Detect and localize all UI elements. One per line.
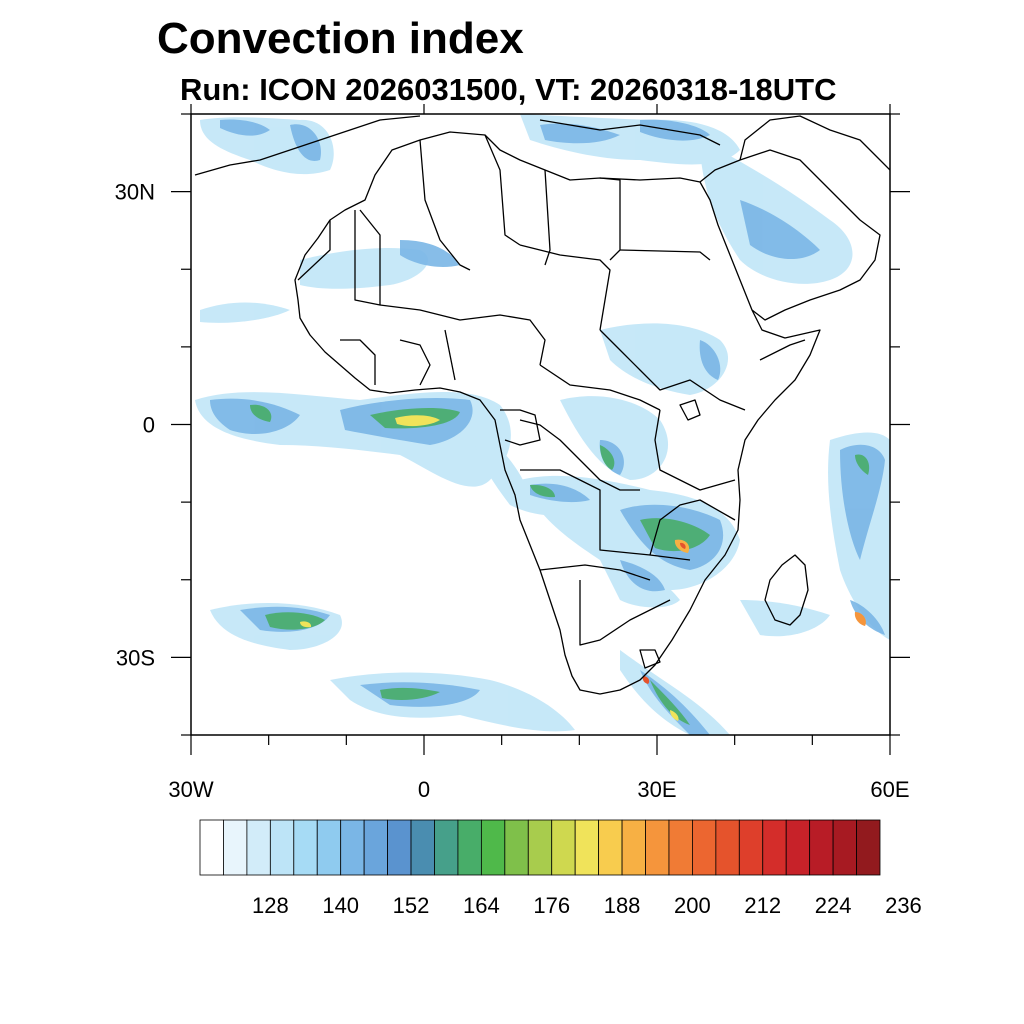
lat-tick-label: 30N	[115, 180, 155, 205]
colorbar-box	[762, 819, 787, 876]
colorbar-box	[574, 819, 600, 876]
colorbar-box	[551, 819, 576, 876]
colorbar-box	[223, 819, 248, 876]
colorbar-box	[293, 819, 318, 876]
colorbar-label: 188	[604, 893, 641, 918]
colorbar-label: 200	[674, 893, 711, 918]
colorbar-box	[410, 819, 435, 876]
lon-tick-label: 30E	[637, 777, 676, 802]
colorbar-box	[269, 819, 295, 876]
colorbar-box	[668, 819, 693, 876]
map-ticks	[171, 104, 910, 755]
colorbar-box	[363, 819, 388, 876]
lat-tick-label: 30S	[116, 645, 155, 670]
colorbar-label: 164	[463, 893, 500, 918]
lon-tick-label: 30W	[168, 777, 213, 802]
colorbar-box	[434, 819, 459, 876]
colorbar-box	[504, 819, 529, 876]
colorbar-label: 224	[815, 893, 852, 918]
colorbar-label: 152	[393, 893, 430, 918]
colorbar-box	[598, 819, 623, 876]
colorbar-box	[715, 819, 740, 876]
colorbar-label: 176	[533, 893, 570, 918]
colorbar-box	[832, 819, 857, 876]
page-title: Convection index	[157, 14, 524, 63]
lat-tick-label: 0	[143, 413, 155, 438]
colorbar-box	[340, 819, 365, 876]
lon-tick-label: 0	[418, 777, 430, 802]
colorbar-box	[199, 819, 224, 876]
colorbar-box	[738, 819, 764, 876]
colorbar-box	[387, 819, 412, 876]
convection-shading	[195, 114, 890, 735]
colorbar-box	[785, 819, 811, 876]
colorbar-box	[246, 819, 271, 876]
colorbar-box	[645, 819, 670, 876]
colorbar-box	[856, 819, 881, 876]
page-subtitle: Run: ICON 2026031500, VT: 20260318-18UTC	[180, 72, 837, 107]
colorbar-box	[316, 819, 342, 876]
colorbar-box	[527, 819, 553, 876]
colorbar-box	[480, 819, 506, 876]
colorbar-label: 128	[252, 893, 289, 918]
colorbar-label: 140	[322, 893, 359, 918]
map-tick-labels: 30N 0 30S 30W 0 30E 60E	[115, 180, 910, 802]
colorbar-box	[692, 819, 717, 876]
colorbar-label: 212	[744, 893, 781, 918]
colorbar-box	[621, 819, 646, 876]
coastlines-and-borders	[194, 115, 890, 695]
lon-tick-label: 60E	[870, 777, 909, 802]
colorbar: 128 140 152 164 176 188 200 212 224 236	[199, 819, 922, 918]
colorbar-box	[457, 819, 482, 876]
colorbar-label: 236	[885, 893, 922, 918]
colorbar-box	[809, 819, 834, 876]
